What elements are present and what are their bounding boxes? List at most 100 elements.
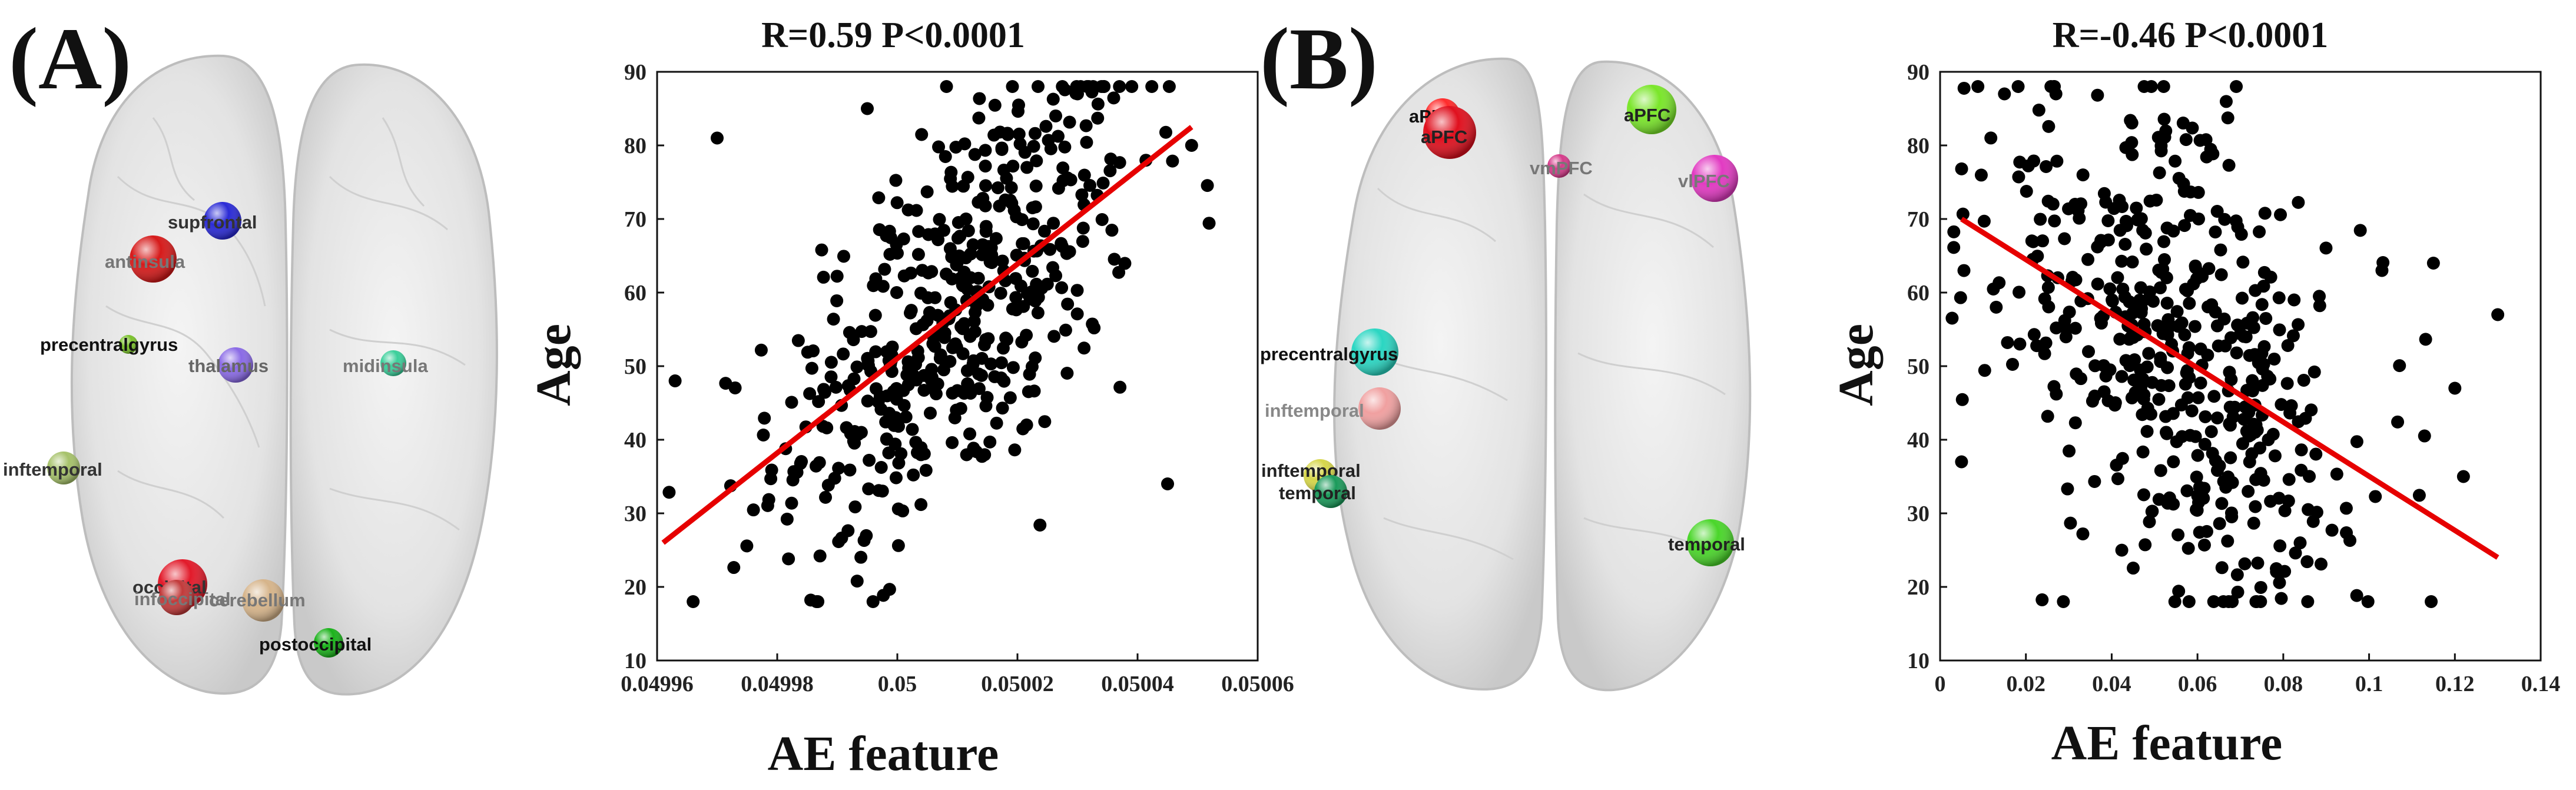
chart-b-data-point (2221, 111, 2234, 125)
chart-a-data-point (967, 314, 981, 328)
chart-a-data-point (928, 340, 941, 353)
chart-b-y-tick-label: 90 (1907, 60, 1929, 85)
chart-b-data-point (2222, 158, 2236, 172)
chart-b-data-point (2011, 80, 2025, 93)
chart-b-data-point (2057, 595, 2070, 608)
chart-a-data-point (939, 150, 952, 163)
chart-a-data-point (1162, 80, 1176, 93)
chart-b-data-point (2050, 154, 2064, 168)
chart-b-data-point (2119, 237, 2132, 251)
chart-a-data-point (911, 351, 925, 364)
chart-a-data-point (979, 220, 993, 233)
chart-a-data-point (850, 575, 864, 588)
chart-b-data-point (2171, 528, 2185, 542)
chart-a-data-point (1026, 217, 1040, 231)
chart-b-data-point (2185, 404, 2199, 417)
region-node-highlight (1423, 106, 1476, 159)
chart-a-data-point (1145, 80, 1159, 93)
chart-b-data-point (2295, 443, 2308, 457)
chart-b-y-tick-label: 60 (1907, 281, 1929, 306)
chart-b-data-point (2426, 257, 2440, 270)
chart-b-data-point (2230, 80, 2243, 93)
chart-b-data-point (1977, 214, 1991, 228)
chart-b-data-point (2139, 226, 2152, 240)
chart-a-data-point (1185, 139, 1198, 152)
chart-a-data-point (999, 193, 1012, 207)
chart-b-data-point (2034, 213, 2047, 226)
chart-a-data-point (804, 593, 817, 607)
chart-a-data-point (662, 486, 676, 499)
chart-a-data-point (1083, 179, 1097, 192)
chart-a-data-point (901, 378, 915, 391)
chart-b-data-point (2134, 381, 2148, 394)
chart-a-data-point (819, 490, 833, 504)
chart-a-data-point (1055, 237, 1068, 250)
chart-a-data-point (979, 144, 992, 157)
chart-b-data-point (2041, 410, 2054, 423)
chart-a-data-point (1031, 80, 1045, 93)
chart-b-data-point (2070, 367, 2083, 381)
chart-a-data-point (864, 325, 877, 338)
chart-b-data-point (2272, 291, 2286, 304)
chart-b-data-point (2101, 214, 2115, 227)
chart-a-data-point (959, 213, 973, 226)
chart-b-data-point (2031, 250, 2044, 263)
chart-a-data-point (1075, 188, 1089, 201)
chart-a-data-point (940, 80, 953, 93)
chart-b: R=-0.46 P<0.0001 0 0.02 0.04 0.06 0.08 0.1 0.1… (1829, 15, 2560, 771)
chart-b-data-point (2193, 267, 2206, 280)
chart-b-fit-line (1960, 217, 2499, 560)
chart-b-data-point (2231, 318, 2245, 332)
chart-a-data-point (968, 148, 982, 161)
chart-a-data-point (1047, 217, 1060, 230)
chart-b-data-point (2025, 234, 2038, 248)
chart-b-data-point (2199, 410, 2212, 423)
chart-b-data-point (2231, 585, 2245, 599)
chart-a-data-point (968, 325, 982, 338)
chart-a-data-point (840, 421, 853, 434)
chart-a-data-point (1061, 297, 1075, 311)
chart-a-data-point (868, 308, 882, 322)
chart-a-data-point (1029, 179, 1043, 192)
chart-b-data-point (2061, 482, 2074, 496)
chart-b-data-point (2275, 398, 2288, 411)
chart-b-data-point (2210, 464, 2224, 477)
chart-a-data-point (817, 270, 830, 284)
chart-b-data-point (2167, 224, 2180, 238)
chart-b-data-point (2210, 411, 2224, 424)
chart-a-data-point (963, 383, 977, 396)
chart-a-data-point (1103, 164, 1117, 178)
chart-a-data-point (996, 401, 1009, 415)
chart-a-data-point (921, 266, 935, 280)
chart-b-data-point (2272, 492, 2286, 505)
chart-b-data-point (2456, 470, 2470, 483)
chart-a-data-point (951, 231, 964, 245)
chart-b-data-point (2166, 407, 2180, 420)
chart-b-data-point (2179, 377, 2192, 391)
chart-b-data-point (2212, 339, 2225, 353)
chart-a-data-point (907, 468, 920, 482)
chart-b-data-point (2264, 270, 2277, 284)
chart-b-data-point (2222, 595, 2236, 608)
chart-a-data-point (1159, 125, 1172, 139)
chart-a-data-point (1071, 87, 1084, 101)
chart-b-data-point (2262, 433, 2275, 446)
chart-a-xlabel: AE feature (768, 726, 999, 781)
chart-a-data-point (832, 462, 846, 475)
chart-b-data-point (2180, 484, 2194, 497)
chart-b-data-point (1998, 87, 2011, 101)
chart-b-x-tick-label: 0.02 (2006, 672, 2045, 696)
chart-a-data-point (1080, 135, 1093, 149)
chart-b-data-point (2197, 538, 2211, 552)
chart-a-data-point (1030, 277, 1043, 291)
chart-b-x-tick-label: 0.14 (2521, 672, 2561, 696)
chart-a-data-point (1020, 161, 1034, 174)
chart-b-data-point (2183, 297, 2196, 310)
regions-a: supfrontal antinsula precentralgyrus thalam… (3, 202, 428, 658)
chart-b-data-point (1978, 364, 1991, 377)
chart-b-data-point (2247, 516, 2260, 530)
chart-b-data-point (2217, 312, 2231, 326)
chart-a-x-tick-label: 0.05 (878, 672, 917, 696)
region-label-inftemporal: inftemporal (1265, 400, 1364, 421)
chart-b-data-point (2124, 114, 2137, 127)
